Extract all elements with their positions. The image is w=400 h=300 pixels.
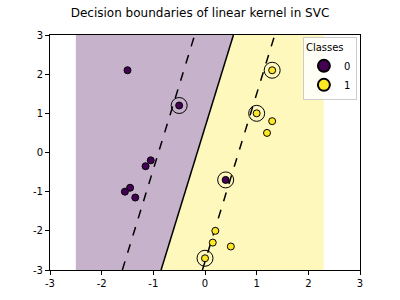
svg-text:0: 0 <box>37 147 43 158</box>
svg-text:0: 0 <box>202 278 208 289</box>
svg-text:Classes: Classes <box>306 42 344 53</box>
svg-text:-2: -2 <box>33 225 43 236</box>
svg-text:1: 1 <box>253 278 259 289</box>
svg-text:1: 1 <box>344 80 350 91</box>
svg-text:-3: -3 <box>33 265 43 276</box>
svg-text:-1: -1 <box>33 186 43 197</box>
svg-text:0: 0 <box>344 61 350 72</box>
svg-text:-2: -2 <box>97 278 107 289</box>
svg-text:3: 3 <box>37 30 43 41</box>
svg-text:2: 2 <box>305 278 311 289</box>
svg-text:-3: -3 <box>45 278 55 289</box>
svg-text:Decision boundaries of linear: Decision boundaries of linear kernel in … <box>71 6 330 20</box>
svg-text:2: 2 <box>37 69 43 80</box>
svg-text:3: 3 <box>357 278 363 289</box>
svg-text:1: 1 <box>37 108 43 119</box>
svg-text:-1: -1 <box>148 278 158 289</box>
